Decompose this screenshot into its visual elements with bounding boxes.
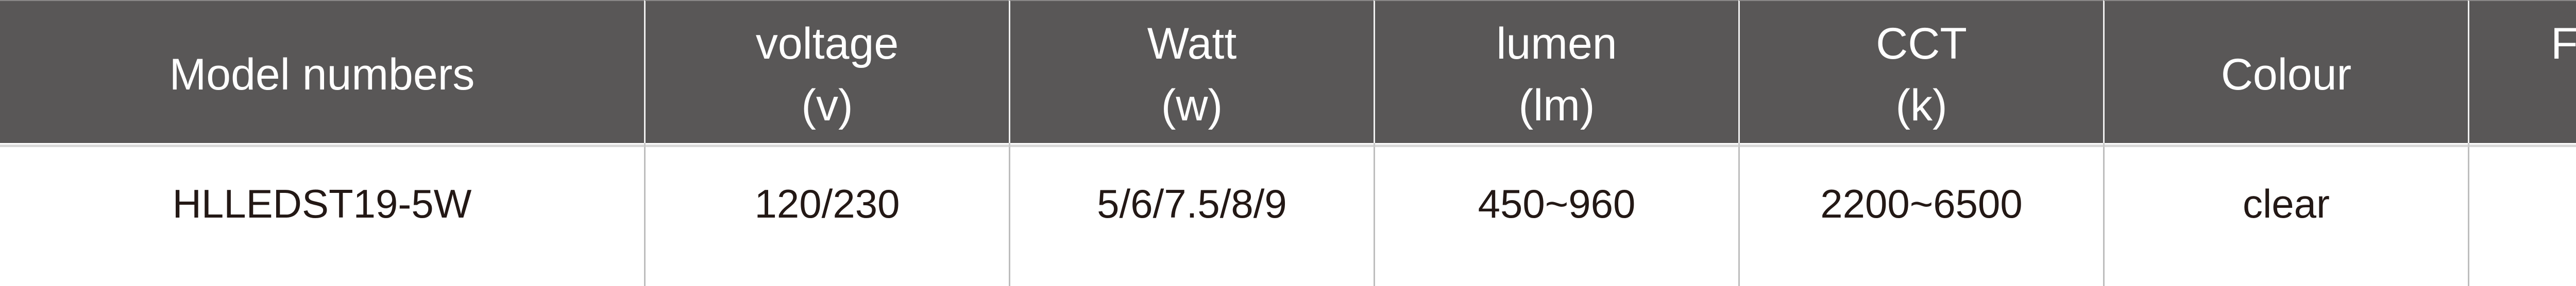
header-underline-gray xyxy=(1374,145,1738,147)
column-filaments-count: Filaments Count 4 xyxy=(2468,0,2576,286)
column-cct: CCT (k) 2200~6500 xyxy=(1738,0,2103,286)
header-cell-filaments-count: Filaments Count xyxy=(2468,0,2576,143)
header-cell-voltage: voltage (v) xyxy=(644,0,1009,143)
column-model-numbers: Model numbers HLLEDST19-5W xyxy=(0,0,644,286)
header-underline-white xyxy=(1374,143,1738,145)
header-underline-white xyxy=(1738,143,2103,145)
column-lumen: lumen (lm) 450~960 xyxy=(1374,0,1738,286)
data-cell-cct: 2200~6500 xyxy=(1738,147,2103,286)
data-cell-lumen: 450~960 xyxy=(1374,147,1738,286)
header-underline-gray xyxy=(0,145,644,147)
header-underline-gray xyxy=(2103,145,2468,147)
column-colour: Colour clear xyxy=(2103,0,2468,286)
data-cell-colour: clear xyxy=(2103,147,2468,286)
column-voltage: voltage (v) 120/230 xyxy=(644,0,1009,286)
header-underline-white xyxy=(2468,143,2576,145)
header-cell-cct: CCT (k) xyxy=(1738,0,2103,143)
header-underline-gray xyxy=(2468,145,2576,147)
column-watt: Watt (w) 5/6/7.5/8/9 xyxy=(1009,0,1374,286)
header-underline-white xyxy=(1009,143,1374,145)
header-underline-white xyxy=(644,143,1009,145)
data-cell-model-numbers: HLLEDST19-5W xyxy=(0,147,644,286)
data-cell-voltage: 120/230 xyxy=(644,147,1009,286)
header-cell-model-numbers: Model numbers xyxy=(0,0,644,143)
data-cell-watt: 5/6/7.5/8/9 xyxy=(1009,147,1374,286)
header-underline-white xyxy=(0,143,644,145)
header-cell-lumen: lumen (lm) xyxy=(1374,0,1738,143)
data-cell-filaments-count: 4 xyxy=(2468,147,2576,286)
header-underline-gray xyxy=(1738,145,2103,147)
header-underline-white xyxy=(2103,143,2468,145)
header-underline-gray xyxy=(1009,145,1374,147)
header-cell-colour: Colour xyxy=(2103,0,2468,143)
header-cell-watt: Watt (w) xyxy=(1009,0,1374,143)
header-underline-gray xyxy=(644,145,1009,147)
